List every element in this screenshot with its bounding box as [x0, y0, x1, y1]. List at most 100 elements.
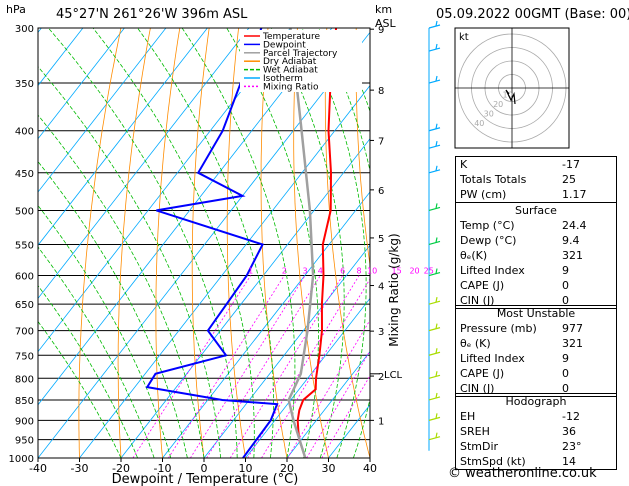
wind-barb	[428, 327, 441, 332]
x-tick-label: -20	[112, 462, 130, 475]
isotherm	[38, 28, 250, 300]
dry-adiabat	[155, 28, 181, 458]
x-tick-label: -10	[154, 462, 172, 475]
km-tick-label: 5	[378, 234, 384, 245]
legend-label: Dry Adiabat	[263, 57, 317, 67]
pressure-tick-label: 500	[15, 206, 34, 217]
isotherm	[79, 84, 370, 458]
isotherm	[38, 28, 208, 246]
most-unstable-panel: Most Unstable Pressure (mb) 977 θₑ (K) 321…	[455, 305, 617, 397]
mixing-ratio-label: 4	[318, 267, 323, 276]
surface-panel: Surface Temp (°C) 24.4 Dewp (°C) 9.4 θₑ(K)…	[455, 202, 617, 309]
wind-barbs	[428, 20, 441, 451]
dry-adiabat	[260, 28, 288, 458]
wind-barb-feather	[435, 268, 438, 274]
mixing-ratio-axis-label: Mixing Ratio (g/kg)	[387, 233, 401, 346]
wind-barb-feather	[435, 348, 438, 354]
pressure-tick-label: 400	[15, 127, 34, 138]
isotherm	[286, 350, 370, 458]
wet-adiabat	[318, 28, 370, 458]
surface-title: Surface	[515, 204, 557, 217]
km-tick-label: 9	[378, 25, 384, 36]
wind-barb	[428, 436, 441, 441]
hodograph-ring-label: 10	[503, 90, 513, 99]
wind-barb	[428, 240, 441, 246]
isotherm	[120, 138, 370, 458]
pressure-tick-label: 950	[15, 436, 34, 447]
hodograph-kt-label: kt	[459, 32, 469, 43]
mixing-ratio-line	[261, 278, 370, 458]
pressure-tick-label: 350	[15, 79, 34, 90]
km-tick-label: 1	[378, 416, 384, 427]
hodograph-title: Hodograph	[505, 395, 567, 408]
mixing-ratio-line	[306, 350, 370, 458]
wet-adiabat	[92, 28, 255, 458]
mixing-ratio-label: 10	[367, 267, 377, 276]
hodograph-ring-label: 40	[474, 119, 484, 128]
wind-barb	[428, 144, 441, 149]
legend-label: Parcel Trajectory	[263, 49, 338, 59]
wet-adiabat	[301, 28, 367, 458]
km-label: km	[375, 3, 392, 16]
wind-barb	[428, 416, 441, 421]
wind-barb-feather	[435, 165, 438, 171]
wind-barb-feather	[435, 323, 438, 329]
x-tick-label: 20	[280, 462, 294, 475]
index-row: Totals Totals 25	[460, 173, 576, 186]
series-parcel-trajectory	[287, 28, 315, 458]
x-tick-label: 40	[363, 462, 377, 475]
km-tick-label: 7	[378, 136, 384, 147]
wind-barb-feather	[435, 432, 438, 438]
legend-label: Wet Adiabat	[263, 66, 318, 76]
background-lines	[38, 28, 629, 458]
legend-label: Isotherm	[263, 74, 303, 84]
axis-labels: 3003504004505005506006507007508008509009…	[9, 24, 434, 475]
wind-barb-feather	[435, 371, 438, 377]
km-tick-label: 6	[378, 186, 384, 197]
dry-adiabat	[191, 28, 210, 458]
wet-adiabat	[38, 320, 122, 458]
mixing-ratio-line	[190, 275, 306, 458]
hodograph-panel: Hodograph EH -12 SREH 36 StmDir 23° StmSpd …	[455, 393, 617, 470]
legend-label: Dewpoint	[263, 40, 306, 50]
date-title: 05.09.2022 00GMT (Base: 00)	[436, 7, 629, 22]
wind-barb	[428, 300, 441, 305]
hodograph-ring-label: 20	[493, 100, 503, 109]
wet-adiabat	[226, 28, 319, 458]
isotherm	[38, 28, 125, 140]
isotherm	[38, 31, 370, 458]
wind-barb-feather	[435, 20, 438, 27]
wind-barb-feather	[435, 392, 438, 399]
wind-barb	[428, 24, 441, 29]
x-tick-label: 10	[239, 462, 253, 475]
wind-barb-feather	[435, 123, 438, 129]
isotherm	[38, 28, 333, 406]
pressure-tick-label: 850	[15, 396, 34, 407]
wind-barb-feather	[435, 297, 438, 303]
dry-adiabat	[226, 28, 246, 458]
mixing-ratio-line	[168, 275, 285, 458]
dry-adiabat	[621, 28, 629, 458]
pressure-tick-label: 750	[15, 351, 34, 362]
pressure-tick-label: 450	[15, 169, 34, 180]
pressure-tick-label: 800	[15, 374, 34, 385]
index-row: K -17	[460, 158, 580, 171]
lcl-label: LCL	[384, 370, 403, 381]
dry-adiabat	[78, 28, 122, 458]
wind-barb	[428, 206, 441, 212]
x-tick-label: 30	[322, 462, 336, 475]
isotherm	[203, 244, 370, 458]
km-tick-label: 2	[378, 372, 384, 383]
wind-barb-feather	[435, 203, 438, 209]
wind-barb	[428, 271, 441, 277]
isotherm	[38, 28, 84, 87]
mixing-ratio-line	[229, 275, 343, 458]
mixing-ratio-label: 3	[302, 267, 307, 276]
dry-adiabat	[324, 28, 370, 458]
km-tick-label: 4	[378, 282, 384, 293]
dry-adiabat	[117, 28, 151, 458]
km-tick-label: 3	[378, 327, 384, 338]
wind-barb	[428, 47, 441, 52]
